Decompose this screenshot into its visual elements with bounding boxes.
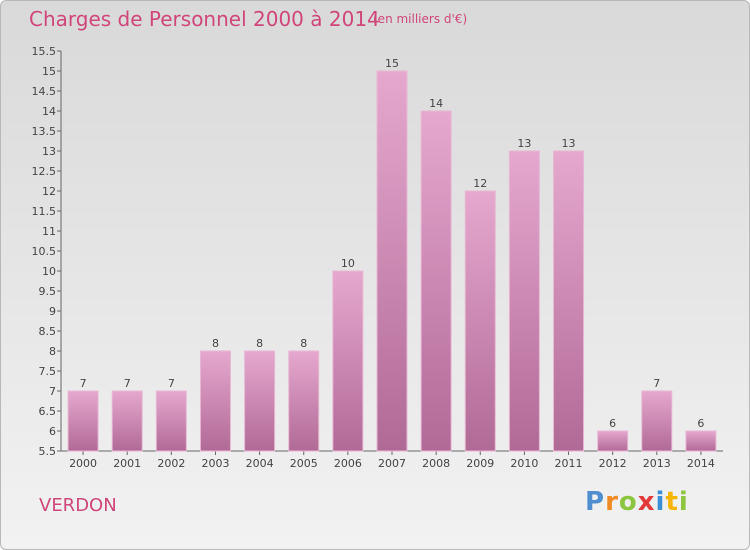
data-label-2004: 8 [256,337,263,350]
y-tick-label: 8 [49,345,56,358]
proxiti-logo[interactable]: Proxiti [585,487,689,517]
bar-2005 [288,350,320,452]
bar-2011 [553,150,585,452]
x-tick-label: 2010 [510,457,538,470]
y-tick-label: 13.5 [32,125,57,138]
data-label-2013: 7 [653,377,660,390]
y-tick-label: 15.5 [32,45,57,58]
y-tick-label: 10 [42,265,56,278]
y-tick-label: 6 [49,425,56,438]
data-label-2010: 13 [517,137,531,150]
bar-2006 [332,270,364,452]
data-label-2003: 8 [212,337,219,350]
bar-2000 [67,390,99,452]
commune-name: VERDON [39,495,117,516]
y-tick-label: 10.5 [32,245,57,258]
x-tick-label: 2005 [290,457,318,470]
x-tick-label: 2013 [643,457,671,470]
y-tick-label: 11 [42,225,56,238]
y-tick-label: 14.5 [32,85,57,98]
chart-subtitle: (en milliers d'€) [373,12,468,26]
bar-2013 [641,390,673,452]
y-tick-label: 9 [49,305,56,318]
data-label-2005: 8 [300,337,307,350]
y-tick-label: 5.5 [39,445,57,458]
bar-2001 [111,390,143,452]
y-tick-label: 9.5 [39,285,57,298]
y-tick-label: 7.5 [39,365,57,378]
y-tick-label: 7 [49,385,56,398]
x-tick-label: 2002 [157,457,185,470]
data-label-2011: 13 [562,137,576,150]
y-tick-label: 8.5 [39,325,57,338]
x-tick-label: 2001 [113,457,141,470]
axes: 5.5 6 6.5 7 7.5 8 8.5 9 9.5 10 10.5 11 11.5 12 12.5 13 1… [32,45,723,470]
x-tick-label: 2004 [246,457,274,470]
data-label-2006: 10 [341,257,355,270]
y-tick-label: 15 [42,65,56,78]
data-label-2014: 6 [697,417,704,430]
y-tick-label: 11.5 [32,205,57,218]
data-label-2002: 7 [168,377,175,390]
x-tick-label: 2003 [201,457,229,470]
bar-2009 [464,190,496,452]
bar-2004 [244,350,276,452]
data-label-2000: 7 [80,377,87,390]
data-label-2009: 12 [473,177,487,190]
x-tick-label: 2007 [378,457,406,470]
data-label-2007: 15 [385,57,399,70]
bar-2002 [155,390,187,452]
y-tick-label: 12.5 [32,165,57,178]
bar-2010 [508,150,540,452]
data-label-2008: 14 [429,97,443,110]
y-tick-label: 14 [42,105,56,118]
x-tick-label: 2014 [687,457,715,470]
bar-2008 [420,110,452,452]
x-tick-label: 2008 [422,457,450,470]
bar-2007 [376,70,408,452]
x-tick-label: 2012 [599,457,627,470]
bar-2003 [199,350,231,452]
x-tick-label: 2006 [334,457,362,470]
bars: 7 7 7 8 8 8 10 15 14 12 13 13 6 7 6 [67,57,717,452]
data-label-2012: 6 [609,417,616,430]
bar-2012 [597,430,629,452]
data-label-2001: 7 [124,377,131,390]
y-tick-label: 13 [42,145,56,158]
bar-2014 [685,430,717,452]
chart-title: Charges de Personnel 2000 à 2014 [29,7,380,31]
x-tick-label: 2011 [555,457,583,470]
y-tick-label: 6.5 [39,405,57,418]
x-tick-label: 2009 [466,457,494,470]
y-tick-label: 12 [42,185,56,198]
x-tick-label: 2000 [69,457,97,470]
